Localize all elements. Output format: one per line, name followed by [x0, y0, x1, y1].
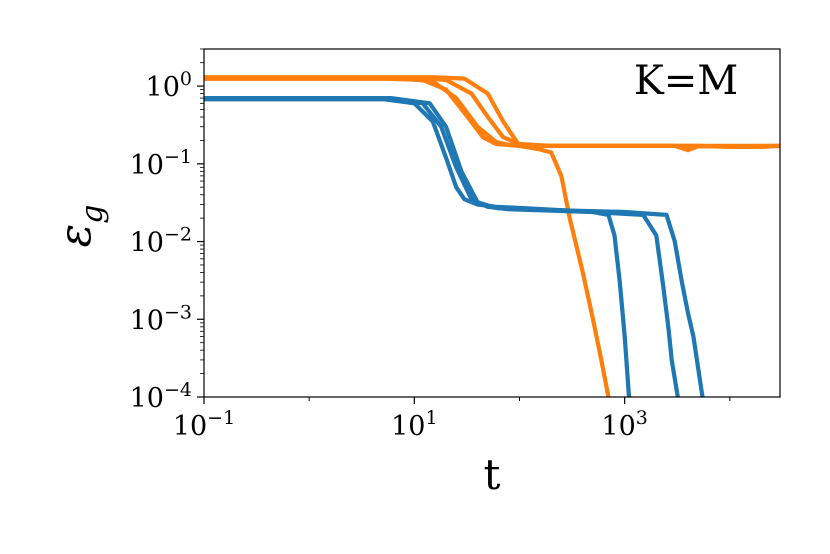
y-tick-label: 10−4	[130, 379, 192, 414]
series-line-5	[204, 97, 632, 397]
annotation-label: K=M	[634, 58, 738, 104]
y-tick-label: 10−2	[130, 224, 192, 259]
series-layer	[204, 75, 780, 397]
y-axis-label: εg	[50, 205, 110, 248]
svg-text:εg: εg	[50, 205, 110, 248]
ticks-layer: 10−1 101 103 100 10−1 10−2 10−3 10−4	[130, 48, 731, 442]
y-tick-label: 100	[146, 68, 192, 103]
plot-frame	[203, 48, 781, 398]
series-line-7	[204, 96, 705, 397]
x-tick-label: 10−1	[173, 407, 235, 442]
series-line-4	[204, 75, 611, 397]
x-axis-label: t	[484, 450, 501, 499]
x-tick-label: 101	[391, 407, 437, 442]
y-tick-label: 10−1	[130, 146, 192, 181]
y-tick-label: 10−3	[130, 301, 192, 336]
x-tick-label: 103	[601, 407, 647, 442]
